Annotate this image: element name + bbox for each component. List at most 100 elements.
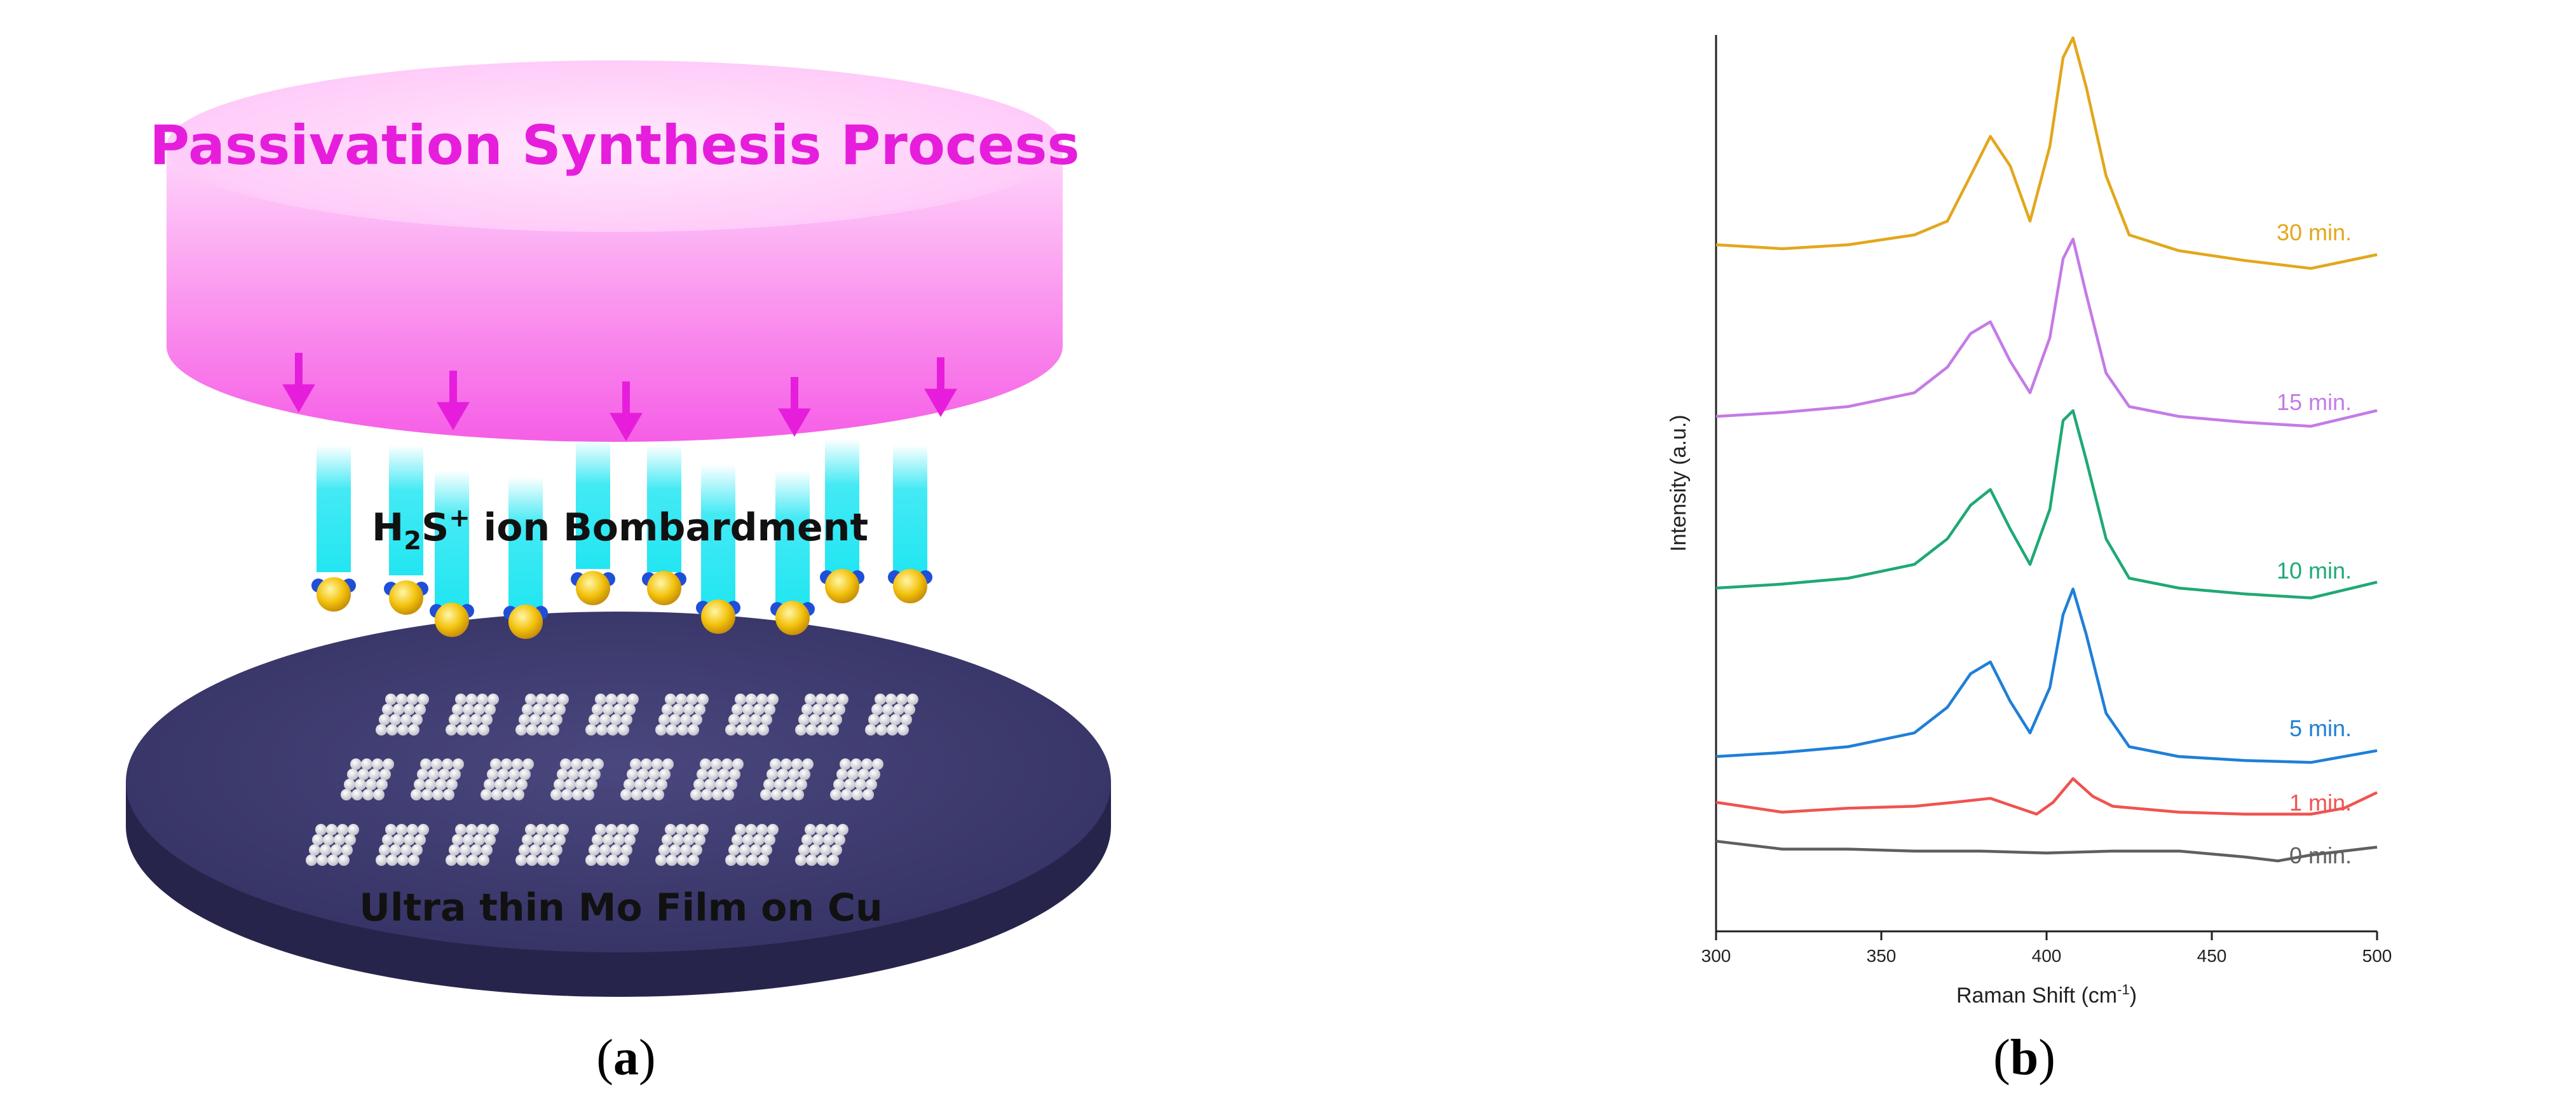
mo-atom: [554, 704, 566, 715]
mo-cluster: [585, 694, 639, 736]
mo-cluster: [446, 694, 499, 736]
h2s-molecule: [888, 569, 932, 603]
mo-atom: [676, 824, 687, 835]
mo-atom: [651, 758, 663, 770]
h2s-molecule: [311, 577, 356, 612]
mo-atom: [872, 758, 883, 770]
series-label: 10 min.: [2277, 558, 2352, 584]
x-tick-label: 350: [1867, 946, 1897, 966]
mo-atom: [767, 694, 779, 705]
mo-atom: [658, 844, 670, 856]
x-tick-label: 300: [1701, 946, 1731, 966]
mo-atom: [484, 834, 496, 846]
mo-atom: [793, 789, 804, 800]
mo-atom: [498, 769, 509, 780]
sulfur-atom: [435, 603, 469, 637]
mo-atom: [432, 789, 444, 800]
mo-atom: [837, 824, 848, 835]
mo-atom: [396, 824, 407, 835]
mo-atom: [376, 854, 387, 866]
mo-atom: [782, 789, 793, 800]
mo-atom: [404, 834, 415, 846]
mo-atom: [901, 714, 912, 725]
mo-atom: [707, 769, 719, 780]
mo-atom: [774, 779, 786, 790]
mo-atom: [858, 769, 869, 780]
mo-atom: [390, 714, 401, 725]
sulfur-atom: [825, 569, 859, 603]
mo-atom: [879, 714, 890, 725]
mo-atom: [809, 844, 821, 856]
mo-atom: [795, 724, 807, 736]
mo-atom: [490, 758, 501, 770]
mo-atom: [446, 724, 457, 736]
sulfur-atom: [317, 577, 351, 612]
mo-atom: [460, 714, 471, 725]
mo-atom: [799, 769, 810, 780]
mo-atom: [522, 834, 533, 846]
mo-atom: [519, 769, 531, 780]
mo-atom: [505, 779, 517, 790]
mo-atom: [677, 724, 688, 736]
mo-atom: [732, 834, 743, 846]
x-tick-label: 400: [2032, 946, 2062, 966]
mo-atom: [862, 789, 874, 800]
mo-atom: [606, 694, 617, 705]
mo-atom: [655, 724, 667, 736]
mo-atom: [747, 854, 758, 866]
mo-atom: [801, 704, 813, 715]
mo-atom: [540, 844, 552, 856]
ion-beams: [317, 439, 927, 610]
mo-atom: [470, 714, 482, 725]
mo-atom: [309, 844, 320, 856]
mo-atom: [834, 834, 845, 846]
mo-atom: [592, 758, 604, 770]
mo-atom: [694, 834, 705, 846]
mo-atom: [763, 779, 775, 790]
mo-atom: [826, 694, 838, 705]
mo-atom: [823, 704, 835, 715]
mo-atom: [547, 694, 558, 705]
down-arrow-icon: [778, 377, 811, 437]
mo-atom: [669, 844, 681, 856]
mo-atom: [809, 714, 821, 725]
mo-atom: [760, 789, 772, 800]
mo-atom: [823, 834, 835, 846]
mo-atom: [557, 769, 568, 780]
h2s-molecule: [770, 601, 815, 635]
mo-atom: [414, 779, 425, 790]
ion-beam: [389, 445, 423, 575]
mo-atom: [449, 714, 460, 725]
disk-top: [126, 612, 1111, 952]
mo-atom: [337, 824, 348, 835]
mo-atom: [338, 854, 350, 866]
mo-atom: [764, 704, 775, 715]
mo-atom: [761, 714, 772, 725]
mo-atom: [467, 854, 479, 866]
mo-atom: [798, 844, 810, 856]
mo-atom: [583, 789, 594, 800]
mo-atom: [820, 844, 831, 856]
mo-atom: [683, 834, 695, 846]
mo-atom: [397, 724, 409, 736]
mo-atom: [732, 758, 744, 770]
mo-atom: [596, 724, 608, 736]
chamber-cylinder: Passivation Synthesis Process: [149, 60, 1080, 442]
mo-atom: [820, 714, 831, 725]
mo-atom: [861, 758, 873, 770]
mo-atom: [788, 769, 800, 780]
mo-atom: [801, 834, 813, 846]
mo-atom: [642, 789, 653, 800]
mo-atom: [478, 724, 489, 736]
mo-atom: [537, 724, 549, 736]
mo-atom: [561, 789, 573, 800]
mo-atom: [691, 844, 702, 856]
mo-atom: [617, 694, 628, 705]
ion-beam: [317, 445, 351, 572]
mo-atom: [334, 834, 345, 846]
mo-atom: [456, 854, 468, 866]
mo-atom: [379, 844, 390, 856]
sulfur-atom: [775, 601, 810, 635]
ion-beam: [576, 439, 610, 569]
mo-atom: [442, 758, 453, 770]
